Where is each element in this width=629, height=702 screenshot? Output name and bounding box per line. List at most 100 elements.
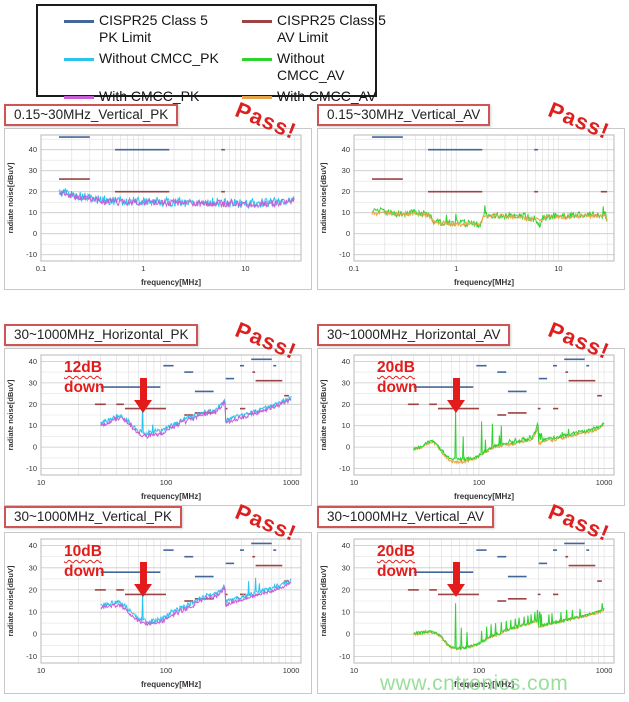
svg-text:20: 20 <box>342 400 350 409</box>
svg-text:frequency[MHz]: frequency[MHz] <box>141 278 201 287</box>
svg-text:frequency[MHz]: frequency[MHz] <box>454 492 514 501</box>
chart-cell-horizontal-av: -10 0 10 20 30 40 10 100 1000 frequency[MHz] radia… <box>317 317 625 506</box>
svg-text:frequency[MHz]: frequency[MHz] <box>454 680 514 689</box>
db-reduction-note: 20dB down <box>377 542 417 582</box>
db-note-word: down <box>64 379 105 397</box>
svg-text:0: 0 <box>346 630 350 639</box>
svg-text:40: 40 <box>342 145 350 154</box>
chart-cell-conducted-vertical-pk: -10 0 10 20 30 40 0.1 1 10 frequency[MHz] radiate … <box>4 97 312 298</box>
svg-text:radiate noise[dBuV]: radiate noise[dBuV] <box>319 565 328 636</box>
svg-text:-10: -10 <box>339 250 350 259</box>
svg-text:10: 10 <box>29 608 37 617</box>
svg-text:30: 30 <box>29 166 37 175</box>
svg-text:0.1: 0.1 <box>349 264 359 273</box>
emc-chart-horizontal-pk: -10 0 10 20 30 40 10 100 1000 frequency[MHz] radia… <box>6 354 302 501</box>
svg-text:-10: -10 <box>26 464 37 473</box>
svg-text:-10: -10 <box>339 464 350 473</box>
svg-text:10: 10 <box>29 421 37 430</box>
svg-text:10: 10 <box>37 478 45 487</box>
svg-text:frequency[MHz]: frequency[MHz] <box>141 680 201 689</box>
svg-text:10: 10 <box>350 666 358 675</box>
with-cmcc-pk-line-icon <box>64 96 94 100</box>
svg-text:1000: 1000 <box>596 666 613 675</box>
legend-label: With CMCC_PK <box>99 88 200 105</box>
chart-title-text: 0.15~30MHz_Vertical_AV <box>327 107 481 122</box>
svg-text:100: 100 <box>160 666 173 675</box>
svg-text:0: 0 <box>346 443 350 452</box>
db-note-word: down <box>64 563 105 581</box>
svg-text:40: 40 <box>342 357 350 366</box>
svg-text:0.1: 0.1 <box>36 264 46 273</box>
legend-item-with-cmcc-pk: With CMCC_PK <box>64 88 240 105</box>
svg-text:10: 10 <box>342 421 350 430</box>
without-cmcc-pk-line-icon <box>64 58 94 62</box>
svg-text:1: 1 <box>141 264 145 273</box>
chart-title-text: 30~1000MHz_Vertical_PK <box>14 509 172 524</box>
svg-text:1000: 1000 <box>283 478 300 487</box>
chart-title: 0.15~30MHz_Vertical_PK <box>4 104 179 126</box>
svg-text:-10: -10 <box>339 652 350 661</box>
svg-text:10: 10 <box>342 208 350 217</box>
svg-text:30: 30 <box>29 378 37 387</box>
chart-cell-horizontal-pk: -10 0 10 20 30 40 10 100 1000 frequency[MHz] radia… <box>4 317 312 506</box>
svg-text:30: 30 <box>342 563 350 572</box>
chart-panel: -10 0 10 20 30 40 10 100 1000 frequency[MHz] radia… <box>4 532 312 694</box>
watermark: www.cntronics.com <box>380 672 569 695</box>
legend-item-with-cmcc-av: With CMCC_AV <box>242 88 390 105</box>
legend-item-without-cmcc-pk: Without CMCC_PK <box>64 50 240 83</box>
legend-label: With CMCC_AV <box>277 88 377 105</box>
svg-text:20: 20 <box>342 585 350 594</box>
down-arrow-icon <box>134 562 152 597</box>
svg-text:-10: -10 <box>26 250 37 259</box>
chart-panel: -10 0 10 20 30 40 10 100 1000 frequency[MHz] radia… <box>4 348 312 506</box>
svg-text:0: 0 <box>346 229 350 238</box>
svg-text:10: 10 <box>29 208 37 217</box>
svg-text:10: 10 <box>554 264 562 273</box>
svg-text:20: 20 <box>29 187 37 196</box>
chart-title-text: 0.15~30MHz_Vertical_PK <box>14 107 169 122</box>
svg-text:20: 20 <box>342 187 350 196</box>
down-arrow-icon <box>447 562 465 597</box>
emc-chart-vertical-av-lowband: -10 0 10 20 30 40 0.1 1 10 frequency[MHz] radiate … <box>319 134 615 287</box>
chart-cell-conducted-vertical-av: -10 0 10 20 30 40 0.1 1 10 frequency[MHz] radiate … <box>317 97 625 298</box>
legend: CISPR25 Class 5 PK Limit CISPR25 Class 5… <box>36 4 386 104</box>
db-reduction-note: 10dB down <box>64 542 104 582</box>
svg-text:100: 100 <box>473 478 486 487</box>
with-cmcc-av-line-icon <box>242 96 272 100</box>
svg-text:frequency[MHz]: frequency[MHz] <box>141 492 201 501</box>
svg-text:30: 30 <box>29 563 37 572</box>
svg-text:20: 20 <box>29 585 37 594</box>
svg-text:100: 100 <box>160 478 173 487</box>
av-limit-line-icon <box>242 20 272 23</box>
db-note-value: 20dB <box>377 543 415 560</box>
svg-text:30: 30 <box>342 378 350 387</box>
chart-panel: -10 0 10 20 30 40 10 100 1000 frequency[MHz] radia… <box>317 532 625 694</box>
db-note-value: 12dB <box>64 359 102 376</box>
chart-title: 30~1000MHz_Vertical_AV <box>317 506 494 528</box>
svg-text:40: 40 <box>29 145 37 154</box>
db-reduction-note: 12dB down <box>64 358 104 398</box>
chart-title: 30~1000MHz_Horizontal_PK <box>4 324 199 346</box>
svg-text:radiate noise[dBuV]: radiate noise[dBuV] <box>6 162 15 233</box>
db-reduction-note: 20dB down <box>377 358 417 398</box>
emc-chart-vertical-pk-lowband: -10 0 10 20 30 40 0.1 1 10 frequency[MHz] radiate … <box>6 134 302 287</box>
legend-item-av-limit: CISPR25 Class 5 AV Limit <box>242 12 390 45</box>
svg-text:100: 100 <box>473 666 486 675</box>
svg-text:10: 10 <box>342 608 350 617</box>
svg-text:1000: 1000 <box>596 478 613 487</box>
chart-title: 0.15~30MHz_Vertical_AV <box>317 104 491 126</box>
svg-text:30: 30 <box>342 166 350 175</box>
legend-item-without-cmcc-av: Without CMCC_AV <box>242 50 390 83</box>
svg-text:20: 20 <box>29 400 37 409</box>
legend-label: CISPR25 Class 5 PK Limit <box>99 12 208 45</box>
chart-panel: -10 0 10 20 30 40 10 100 1000 frequency[MHz] radia… <box>317 348 625 506</box>
svg-text:0: 0 <box>33 443 37 452</box>
svg-text:40: 40 <box>29 357 37 366</box>
chart-cell-vertical-av: -10 0 10 20 30 40 10 100 1000 frequency[MHz] radia… <box>317 499 625 702</box>
chart-title-text: 30~1000MHz_Vertical_AV <box>327 509 484 524</box>
legend-item-pk-limit: CISPR25 Class 5 PK Limit <box>64 12 240 45</box>
svg-text:0: 0 <box>33 229 37 238</box>
emc-chart-vertical-av: -10 0 10 20 30 40 10 100 1000 frequency[MHz] radia… <box>319 538 615 689</box>
svg-text:frequency[MHz]: frequency[MHz] <box>454 278 514 287</box>
